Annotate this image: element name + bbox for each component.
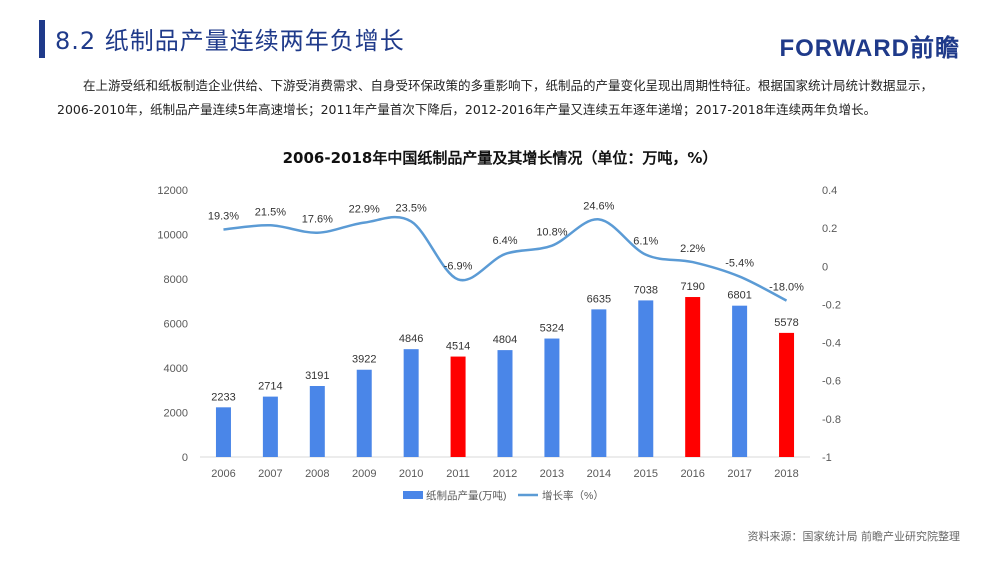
legend-bar-swatch bbox=[403, 491, 423, 499]
source-note: 资料来源：国家统计局 前瞻产业研究院整理 bbox=[747, 530, 961, 543]
left-axis-tick-label: 12000 bbox=[157, 185, 188, 197]
bar-2006 bbox=[215, 407, 231, 457]
line-value-label: 2.2% bbox=[680, 243, 705, 255]
growth-rate-line bbox=[223, 215, 788, 302]
bar-value-label: 4846 bbox=[399, 333, 423, 345]
bar-value-label: 7038 bbox=[634, 284, 658, 296]
line-value-label: 17.6% bbox=[302, 214, 333, 226]
right-axis-tick-label: -0.2 bbox=[822, 299, 841, 311]
bar-2008 bbox=[309, 386, 325, 457]
line-value-label: 10.8% bbox=[536, 227, 567, 239]
x-axis-tick-label: 2008 bbox=[305, 468, 329, 480]
intro-paragraph: 在上游受纸和纸板制造企业供给、下游受消费需求、自身受环保政策的多重影响下，纸制品… bbox=[57, 74, 957, 122]
line-value-label: -6.9% bbox=[444, 260, 473, 272]
x-axis-tick-label: 2016 bbox=[680, 468, 704, 480]
right-axis-tick-label: -0.8 bbox=[822, 414, 841, 426]
bar-2009 bbox=[356, 369, 372, 457]
line-value-label: -5.4% bbox=[725, 258, 754, 270]
right-axis-tick-label: -1 bbox=[822, 452, 832, 464]
bar-value-label: 3922 bbox=[352, 354, 376, 366]
x-axis-tick-label: 2011 bbox=[446, 468, 470, 480]
right-axis-tick-label: -0.6 bbox=[822, 376, 841, 388]
intro-line-1: 在上游受纸和纸板制造企业供给、下游受消费需求、自身受环保政策的多重影响下，纸制品… bbox=[83, 78, 934, 93]
bar-value-label: 2714 bbox=[258, 381, 282, 393]
right-axis-tick-label: 0.4 bbox=[822, 185, 837, 197]
bar-2013 bbox=[544, 338, 560, 457]
x-axis-tick-label: 2007 bbox=[258, 468, 282, 480]
bar-value-label: 6635 bbox=[587, 293, 611, 305]
x-axis-tick-label: 2010 bbox=[399, 468, 423, 480]
x-axis-tick-label: 2006 bbox=[211, 468, 235, 480]
bar-2007 bbox=[262, 396, 278, 457]
line-value-label: 22.9% bbox=[349, 204, 380, 216]
line-value-label: 19.3% bbox=[208, 210, 239, 222]
x-axis-tick-label: 2012 bbox=[493, 468, 517, 480]
x-axis-tick-label: 2018 bbox=[774, 468, 798, 480]
left-axis-tick-label: 4000 bbox=[164, 363, 188, 375]
bar-2017 bbox=[732, 305, 748, 457]
legend-line-label: 增长率（%） bbox=[542, 489, 604, 502]
bar-2012 bbox=[497, 350, 513, 457]
bar-2010 bbox=[403, 349, 419, 457]
bar-2016 bbox=[685, 297, 701, 457]
line-value-label: -18.0% bbox=[769, 282, 804, 294]
left-axis-tick-label: 10000 bbox=[157, 230, 188, 242]
page-title: 8.2 纸制品产量连续两年负增长 bbox=[55, 27, 405, 55]
left-axis-tick-label: 6000 bbox=[164, 319, 188, 331]
bar-value-label: 7190 bbox=[680, 281, 704, 293]
x-axis-tick-label: 2017 bbox=[727, 468, 751, 480]
bar-2018 bbox=[779, 332, 795, 457]
line-value-label: 24.6% bbox=[583, 200, 614, 212]
x-axis-tick-label: 2013 bbox=[540, 468, 564, 480]
title-accent-bar bbox=[39, 20, 45, 58]
left-axis-tick-label: 2000 bbox=[164, 408, 188, 420]
x-axis-tick-label: 2015 bbox=[634, 468, 658, 480]
left-axis-tick-label: 8000 bbox=[164, 274, 188, 286]
bar-value-label: 6801 bbox=[727, 290, 751, 302]
bar-value-label: 3191 bbox=[305, 370, 329, 382]
line-value-label: 6.4% bbox=[492, 235, 517, 247]
x-axis-tick-label: 2009 bbox=[352, 468, 376, 480]
right-axis-tick-label: 0 bbox=[822, 261, 828, 273]
bar-value-label: 4804 bbox=[493, 334, 517, 346]
bar-value-label: 5324 bbox=[540, 323, 564, 335]
bar-value-label: 2233 bbox=[211, 391, 235, 403]
legend-bar-label: 纸制品产量(万吨) bbox=[426, 489, 507, 502]
intro-line-2: 2006-2010年，纸制品产量连续5年高速增长；2011年产量首次下降后，20… bbox=[57, 102, 877, 117]
bar-2014 bbox=[591, 309, 607, 457]
x-axis-tick-label: 2014 bbox=[587, 468, 611, 480]
line-value-label: 6.1% bbox=[633, 236, 658, 248]
right-axis-tick-label: -0.4 bbox=[822, 338, 841, 350]
line-value-label: 23.5% bbox=[396, 202, 427, 214]
bar-2015 bbox=[638, 300, 654, 457]
brand-logo: FORWARD前瞻 bbox=[779, 35, 960, 62]
left-axis-tick-label: 0 bbox=[182, 452, 188, 464]
bar-2011 bbox=[450, 356, 466, 457]
line-value-label: 21.5% bbox=[255, 206, 286, 218]
chart-title: 2006-2018年中国纸制品产量及其增长情况（单位：万吨，%） bbox=[282, 149, 718, 167]
right-axis-tick-label: 0.2 bbox=[822, 223, 837, 235]
bar-value-label: 5578 bbox=[774, 317, 798, 329]
bar-value-label: 4514 bbox=[446, 341, 470, 353]
